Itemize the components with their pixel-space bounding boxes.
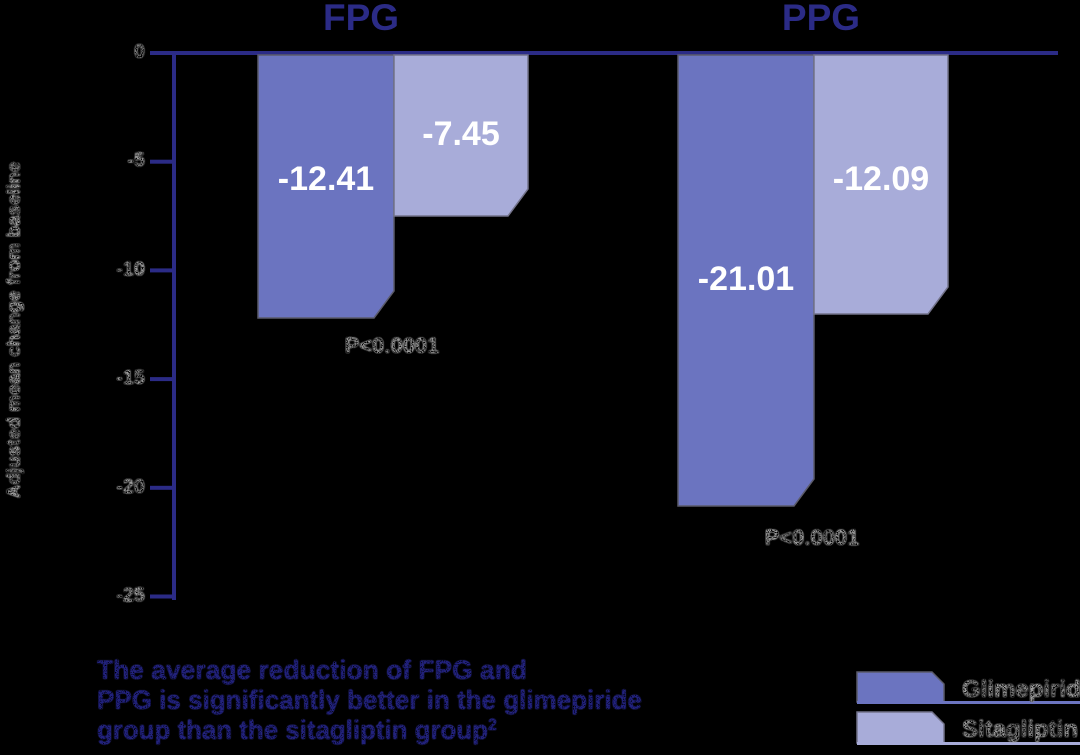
svg-text:group than the sitagliptin gro: group than the sitagliptin group2 <box>97 715 497 746</box>
svg-text:FPG: FPG <box>323 0 399 38</box>
svg-text:-20: -20 <box>116 476 145 498</box>
svg-text:-10: -10 <box>116 258 145 280</box>
svg-text:-12.09: -12.09 <box>833 160 929 198</box>
svg-text:Glimepiride: Glimepiride <box>962 676 1080 703</box>
svg-text:PPG: PPG <box>782 0 860 38</box>
svg-text:-21.01: -21.01 <box>698 260 794 298</box>
svg-text:-5: -5 <box>127 150 145 172</box>
svg-text:Adjusted mean change from base: Adjusted mean change from baseline <box>4 162 25 499</box>
svg-text:P<0.0001: P<0.0001 <box>345 333 440 358</box>
svg-text:0: 0 <box>134 41 145 63</box>
svg-text:-15: -15 <box>116 367 145 389</box>
svg-text:The average reduction of FPG a: The average reduction of FPG and <box>97 655 527 685</box>
svg-text:-25: -25 <box>116 585 145 607</box>
svg-text:PPG is significantly better in: PPG is significantly better in the glime… <box>97 685 642 715</box>
svg-text:P<0.0001: P<0.0001 <box>765 525 860 550</box>
svg-text:-7.45: -7.45 <box>422 115 500 153</box>
svg-text:Sitagliptin: Sitagliptin <box>962 716 1078 743</box>
svg-text:-12.41: -12.41 <box>278 160 374 198</box>
